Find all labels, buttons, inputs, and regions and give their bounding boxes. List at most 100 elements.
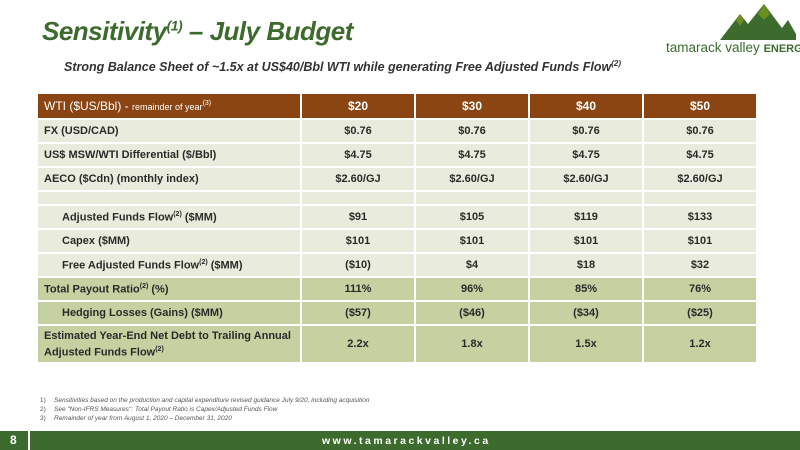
wti-footnote-ref: (3) xyxy=(202,100,212,107)
col-header: $40 xyxy=(528,94,642,118)
table-row: Estimated Year-End Net Debt to Trailing … xyxy=(38,326,756,362)
table-spacer-row xyxy=(38,192,756,204)
table-cell: 85% xyxy=(528,278,642,300)
row-label-text: Free Adjusted Funds Flow xyxy=(62,259,200,272)
table-cell: $119 xyxy=(528,206,642,228)
table-cell: $101 xyxy=(300,230,414,252)
row-label: US$ MSW/WTI Differential ($/Bbl) xyxy=(38,144,300,166)
spacer-cell xyxy=(528,192,642,204)
table-cell: $2.60/GJ xyxy=(528,168,642,190)
footnote: 1) Sensitivities based on the production … xyxy=(40,396,369,405)
spacer-cell xyxy=(38,192,300,204)
col-header: $30 xyxy=(414,94,528,118)
row-label: Adjusted Funds Flow(2) ($MM) xyxy=(38,206,300,228)
table-cell: $0.76 xyxy=(300,120,414,142)
footnote: 2) See "Non-IFRS Measures": Total Payout … xyxy=(40,405,369,414)
table-cell: $4.75 xyxy=(414,144,528,166)
footnotes: 1) Sensitivities based on the production … xyxy=(40,396,369,423)
footnote-ref: (2) xyxy=(173,210,182,218)
table-row: US$ MSW/WTI Differential ($/Bbl) $4.75 $… xyxy=(38,144,756,166)
footnote-text: See "Non-IFRS Measures": Total Payout Ra… xyxy=(54,406,278,413)
table-cell: $2.60/GJ xyxy=(300,168,414,190)
footnote-number: 2) xyxy=(40,406,46,413)
table-row: Capex ($MM) $101 $101 $101 $101 xyxy=(38,230,756,252)
table-cell: 1.8x xyxy=(414,326,528,362)
spacer-cell xyxy=(300,192,414,204)
table-cell: $133 xyxy=(642,206,756,228)
spacer-cell xyxy=(414,192,528,204)
row-label-unit: (%) xyxy=(148,283,169,296)
page-subtitle: Strong Balance Sheet of ~1.5x at US$40/B… xyxy=(64,59,621,74)
footnote-text: Remainder of year from August 1, 2020 – … xyxy=(54,415,232,422)
table-row: Adjusted Funds Flow(2) ($MM) $91 $105 $1… xyxy=(38,206,756,228)
logo-wordmark: tamarack valley ENERGY xyxy=(666,40,800,55)
table-cell: ($25) xyxy=(642,302,756,324)
col-header: $20 xyxy=(300,94,414,118)
sensitivity-table: WTI ($US/Bbl) - remainder of year(3) $20… xyxy=(38,92,756,364)
row-label-text: Total Payout Ratio xyxy=(44,283,140,296)
row-label-unit: ($MM) xyxy=(207,259,243,272)
table-cell: 76% xyxy=(642,278,756,300)
footnote-number: 1) xyxy=(40,397,46,404)
subtitle-text: Strong Balance Sheet of ~1.5x at US$40/B… xyxy=(64,60,612,75)
row-label: Total Payout Ratio(2) (%) xyxy=(38,278,300,300)
table-row: FX (USD/CAD) $0.76 $0.76 $0.76 $0.76 xyxy=(38,120,756,142)
footer-bar xyxy=(0,431,800,450)
table-header-row: WTI ($US/Bbl) - remainder of year(3) $20… xyxy=(38,94,756,118)
footnote-ref: (2) xyxy=(155,345,164,353)
table-cell: $2.60/GJ xyxy=(414,168,528,190)
table-cell: $2.60/GJ xyxy=(642,168,756,190)
row-label-line2: Adjusted Funds Flow xyxy=(44,346,156,359)
title-main: Sensitivity xyxy=(42,16,167,46)
row-label-line1: Estimated Year-End Net Debt to Trailing … xyxy=(44,329,291,342)
table-cell: 111% xyxy=(300,278,414,300)
table-cell: 1.2x xyxy=(642,326,756,362)
table-row: Free Adjusted Funds Flow(2) ($MM) ($10) … xyxy=(38,254,756,276)
footnote-ref: (2) xyxy=(199,258,208,266)
table-cell: $32 xyxy=(642,254,756,276)
subtitle-footnote-ref: (2) xyxy=(611,59,621,68)
table-cell: ($57) xyxy=(300,302,414,324)
wti-header-label: WTI ($US/Bbl) - remainder of year(3) xyxy=(38,94,300,118)
table-row: Hedging Losses (Gains) ($MM) ($57) ($46)… xyxy=(38,302,756,324)
table-cell: 96% xyxy=(414,278,528,300)
logo-name: tamarack valley xyxy=(666,40,760,55)
table-cell: $18 xyxy=(528,254,642,276)
row-label: Hedging Losses (Gains) ($MM) xyxy=(38,302,300,324)
table-cell: ($10) xyxy=(300,254,414,276)
table-cell: $105 xyxy=(414,206,528,228)
footnote: 3) Remainder of year from August 1, 2020 … xyxy=(40,414,369,423)
table-cell: $4.75 xyxy=(642,144,756,166)
page-number: 8 xyxy=(10,433,17,447)
row-label: AECO ($Cdn) (monthly index) xyxy=(38,168,300,190)
company-logo: tamarack valley ENERGY xyxy=(632,4,800,56)
table-cell: $101 xyxy=(528,230,642,252)
website-link[interactable]: www.tamarackvalley.ca xyxy=(322,435,491,447)
row-label: FX (USD/CAD) xyxy=(38,120,300,142)
row-label: Estimated Year-End Net Debt to Trailing … xyxy=(38,326,300,362)
wti-label: WTI ($US/Bbl) - xyxy=(44,99,133,113)
table-cell: 2.2x xyxy=(300,326,414,362)
table-cell: $101 xyxy=(414,230,528,252)
footnote-number: 3) xyxy=(40,415,46,422)
footnote-ref: (2) xyxy=(139,282,149,290)
title-footnote-ref: (1) xyxy=(166,17,183,34)
table-cell: $0.76 xyxy=(528,120,642,142)
table-cell: $4.75 xyxy=(528,144,642,166)
table-cell: $0.76 xyxy=(642,120,756,142)
row-label-text: Adjusted Funds Flow xyxy=(62,211,174,224)
table-row: AECO ($Cdn) (monthly index) $2.60/GJ $2.… xyxy=(38,168,756,190)
table-cell: $101 xyxy=(642,230,756,252)
table-cell: $91 xyxy=(300,206,414,228)
logo-energy: ENERGY xyxy=(763,43,800,55)
wti-label-small: remainder of year xyxy=(132,102,203,112)
table-cell: $0.76 xyxy=(414,120,528,142)
title-rest: – July Budget xyxy=(182,16,353,46)
row-label-unit: ($MM) xyxy=(181,211,217,224)
footer-divider xyxy=(28,431,30,450)
table-cell: $4.75 xyxy=(300,144,414,166)
col-header: $50 xyxy=(642,94,756,118)
mountain-logo-icon xyxy=(720,4,796,40)
table-cell: ($34) xyxy=(528,302,642,324)
table-cell: ($46) xyxy=(414,302,528,324)
